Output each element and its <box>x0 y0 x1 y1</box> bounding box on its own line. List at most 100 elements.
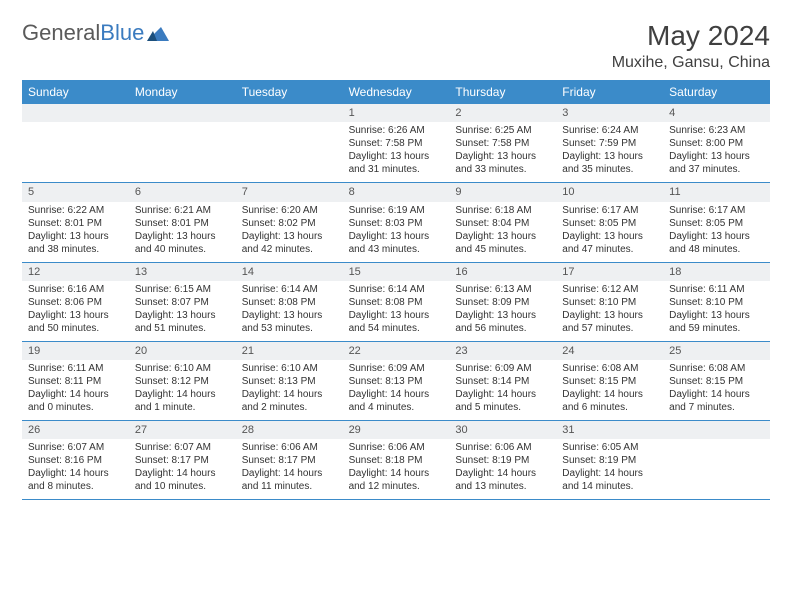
daylight2-text: and 14 minutes. <box>562 480 657 493</box>
sunrise-text: Sunrise: 6:17 AM <box>562 204 657 217</box>
sunrise-text: Sunrise: 6:16 AM <box>28 283 123 296</box>
day-content: Sunrise: 6:17 AMSunset: 8:05 PMDaylight:… <box>663 202 770 262</box>
sunset-text: Sunset: 8:17 PM <box>242 454 337 467</box>
month-title: May 2024 <box>612 20 770 52</box>
day-number: 8 <box>343 183 450 201</box>
sunrise-text: Sunrise: 6:20 AM <box>242 204 337 217</box>
empty-day-cell <box>129 104 236 182</box>
day-content: Sunrise: 6:08 AMSunset: 8:15 PMDaylight:… <box>556 360 663 420</box>
empty-day-cell <box>236 104 343 182</box>
sunrise-text: Sunrise: 6:19 AM <box>349 204 444 217</box>
daylight1-text: Daylight: 14 hours <box>455 388 550 401</box>
daylight1-text: Daylight: 13 hours <box>135 230 230 243</box>
day-content: Sunrise: 6:05 AMSunset: 8:19 PMDaylight:… <box>556 439 663 499</box>
day-content: Sunrise: 6:24 AMSunset: 7:59 PMDaylight:… <box>556 122 663 182</box>
sunrise-text: Sunrise: 6:22 AM <box>28 204 123 217</box>
sunrise-text: Sunrise: 6:14 AM <box>349 283 444 296</box>
daylight1-text: Daylight: 14 hours <box>562 467 657 480</box>
sunrise-text: Sunrise: 6:11 AM <box>669 283 764 296</box>
day-content: Sunrise: 6:21 AMSunset: 8:01 PMDaylight:… <box>129 202 236 262</box>
daylight2-text: and 53 minutes. <box>242 322 337 335</box>
sunrise-text: Sunrise: 6:08 AM <box>669 362 764 375</box>
day-cell: 27Sunrise: 6:07 AMSunset: 8:17 PMDayligh… <box>129 421 236 499</box>
sunset-text: Sunset: 8:05 PM <box>562 217 657 230</box>
day-number: 14 <box>236 263 343 281</box>
daylight2-text: and 38 minutes. <box>28 243 123 256</box>
sunrise-text: Sunrise: 6:26 AM <box>349 124 444 137</box>
day-cell: 2Sunrise: 6:25 AMSunset: 7:58 PMDaylight… <box>449 104 556 182</box>
day-number: 22 <box>343 342 450 360</box>
day-cell: 30Sunrise: 6:06 AMSunset: 8:19 PMDayligh… <box>449 421 556 499</box>
sunset-text: Sunset: 8:08 PM <box>242 296 337 309</box>
sunset-text: Sunset: 7:59 PM <box>562 137 657 150</box>
day-number: 12 <box>22 263 129 281</box>
day-content: Sunrise: 6:12 AMSunset: 8:10 PMDaylight:… <box>556 281 663 341</box>
daylight2-text: and 11 minutes. <box>242 480 337 493</box>
sunset-text: Sunset: 8:10 PM <box>669 296 764 309</box>
daylight1-text: Daylight: 14 hours <box>562 388 657 401</box>
sunrise-text: Sunrise: 6:15 AM <box>135 283 230 296</box>
daylight1-text: Daylight: 13 hours <box>242 230 337 243</box>
day-cell: 3Sunrise: 6:24 AMSunset: 7:59 PMDaylight… <box>556 104 663 182</box>
sunrise-text: Sunrise: 6:18 AM <box>455 204 550 217</box>
day-number: 10 <box>556 183 663 201</box>
daylight1-text: Daylight: 13 hours <box>455 150 550 163</box>
day-number: 17 <box>556 263 663 281</box>
week-row: 1Sunrise: 6:26 AMSunset: 7:58 PMDaylight… <box>22 104 770 183</box>
day-content: Sunrise: 6:22 AMSunset: 8:01 PMDaylight:… <box>22 202 129 262</box>
sunset-text: Sunset: 7:58 PM <box>455 137 550 150</box>
day-content: Sunrise: 6:11 AMSunset: 8:10 PMDaylight:… <box>663 281 770 341</box>
daylight2-text: and 45 minutes. <box>455 243 550 256</box>
day-number: 29 <box>343 421 450 439</box>
day-content: Sunrise: 6:09 AMSunset: 8:13 PMDaylight:… <box>343 360 450 420</box>
day-number-bar <box>663 421 770 439</box>
day-number: 5 <box>22 183 129 201</box>
day-number: 2 <box>449 104 556 122</box>
sunrise-text: Sunrise: 6:05 AM <box>562 441 657 454</box>
day-content: Sunrise: 6:18 AMSunset: 8:04 PMDaylight:… <box>449 202 556 262</box>
day-content: Sunrise: 6:11 AMSunset: 8:11 PMDaylight:… <box>22 360 129 420</box>
sunrise-text: Sunrise: 6:07 AM <box>28 441 123 454</box>
sunset-text: Sunset: 8:15 PM <box>562 375 657 388</box>
calendar: SundayMondayTuesdayWednesdayThursdayFrid… <box>22 80 770 500</box>
weekday-header: Thursday <box>449 80 556 104</box>
daylight2-text: and 57 minutes. <box>562 322 657 335</box>
day-cell: 10Sunrise: 6:17 AMSunset: 8:05 PMDayligh… <box>556 183 663 261</box>
day-content: Sunrise: 6:13 AMSunset: 8:09 PMDaylight:… <box>449 281 556 341</box>
daylight1-text: Daylight: 14 hours <box>349 467 444 480</box>
week-row: 19Sunrise: 6:11 AMSunset: 8:11 PMDayligh… <box>22 342 770 421</box>
sunset-text: Sunset: 8:12 PM <box>135 375 230 388</box>
day-number-bar <box>22 104 129 122</box>
week-row: 12Sunrise: 6:16 AMSunset: 8:06 PMDayligh… <box>22 263 770 342</box>
sunset-text: Sunset: 8:13 PM <box>242 375 337 388</box>
day-cell: 26Sunrise: 6:07 AMSunset: 8:16 PMDayligh… <box>22 421 129 499</box>
sunrise-text: Sunrise: 6:13 AM <box>455 283 550 296</box>
daylight1-text: Daylight: 13 hours <box>135 309 230 322</box>
empty-day-cell <box>663 421 770 499</box>
day-content: Sunrise: 6:17 AMSunset: 8:05 PMDaylight:… <box>556 202 663 262</box>
daylight1-text: Daylight: 13 hours <box>242 309 337 322</box>
day-cell: 8Sunrise: 6:19 AMSunset: 8:03 PMDaylight… <box>343 183 450 261</box>
sunset-text: Sunset: 8:01 PM <box>135 217 230 230</box>
day-content: Sunrise: 6:06 AMSunset: 8:18 PMDaylight:… <box>343 439 450 499</box>
sunset-text: Sunset: 8:17 PM <box>135 454 230 467</box>
day-cell: 6Sunrise: 6:21 AMSunset: 8:01 PMDaylight… <box>129 183 236 261</box>
daylight1-text: Daylight: 14 hours <box>135 388 230 401</box>
daylight2-text: and 7 minutes. <box>669 401 764 414</box>
daylight2-text: and 33 minutes. <box>455 163 550 176</box>
daylight2-text: and 5 minutes. <box>455 401 550 414</box>
daylight1-text: Daylight: 13 hours <box>669 230 764 243</box>
daylight1-text: Daylight: 14 hours <box>669 388 764 401</box>
sunset-text: Sunset: 8:19 PM <box>455 454 550 467</box>
day-cell: 21Sunrise: 6:10 AMSunset: 8:13 PMDayligh… <box>236 342 343 420</box>
sunset-text: Sunset: 8:18 PM <box>349 454 444 467</box>
day-number: 4 <box>663 104 770 122</box>
daylight1-text: Daylight: 14 hours <box>28 467 123 480</box>
day-content: Sunrise: 6:09 AMSunset: 8:14 PMDaylight:… <box>449 360 556 420</box>
day-content: Sunrise: 6:08 AMSunset: 8:15 PMDaylight:… <box>663 360 770 420</box>
day-content: Sunrise: 6:14 AMSunset: 8:08 PMDaylight:… <box>343 281 450 341</box>
daylight2-text: and 40 minutes. <box>135 243 230 256</box>
day-content: Sunrise: 6:25 AMSunset: 7:58 PMDaylight:… <box>449 122 556 182</box>
sunrise-text: Sunrise: 6:08 AM <box>562 362 657 375</box>
daylight1-text: Daylight: 13 hours <box>349 150 444 163</box>
